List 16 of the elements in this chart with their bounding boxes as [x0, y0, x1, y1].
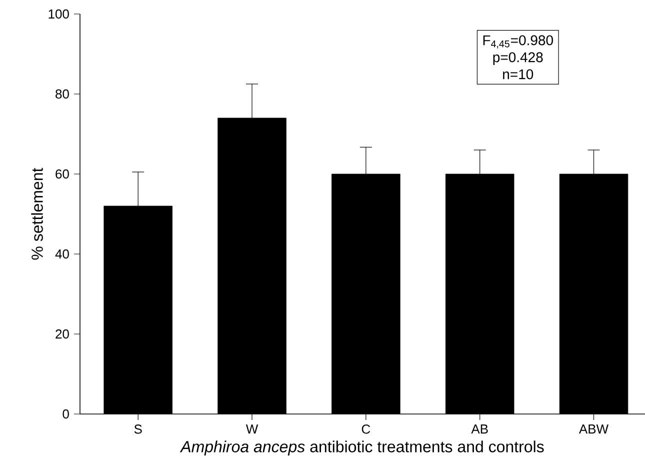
annotation: n=10 — [503, 69, 534, 80]
x-tick-label: AB — [471, 424, 488, 434]
y-tick-label: 20 — [56, 329, 69, 339]
x-tick-label: ABW — [578, 424, 609, 434]
x-tick-label: W — [246, 424, 258, 434]
y-tick-label: 60 — [56, 169, 69, 179]
y-tick-label: 100 — [48, 9, 69, 19]
annotation: F$_{4,45}$=0.980 — [483, 35, 553, 48]
x-tick-label: S — [134, 424, 142, 434]
y-tick-label: 80 — [56, 89, 69, 99]
y-tick-label: 0 — [62, 409, 69, 419]
x-axis-title: Amphiroa anceps antibiotic treatments and controls — [180, 440, 544, 456]
annotation: p=0.428 — [493, 52, 543, 65]
y-axis-title: % settlement — [31, 168, 43, 260]
y-tick-label: 40 — [55, 249, 69, 259]
x-tick-label: C — [362, 424, 370, 434]
